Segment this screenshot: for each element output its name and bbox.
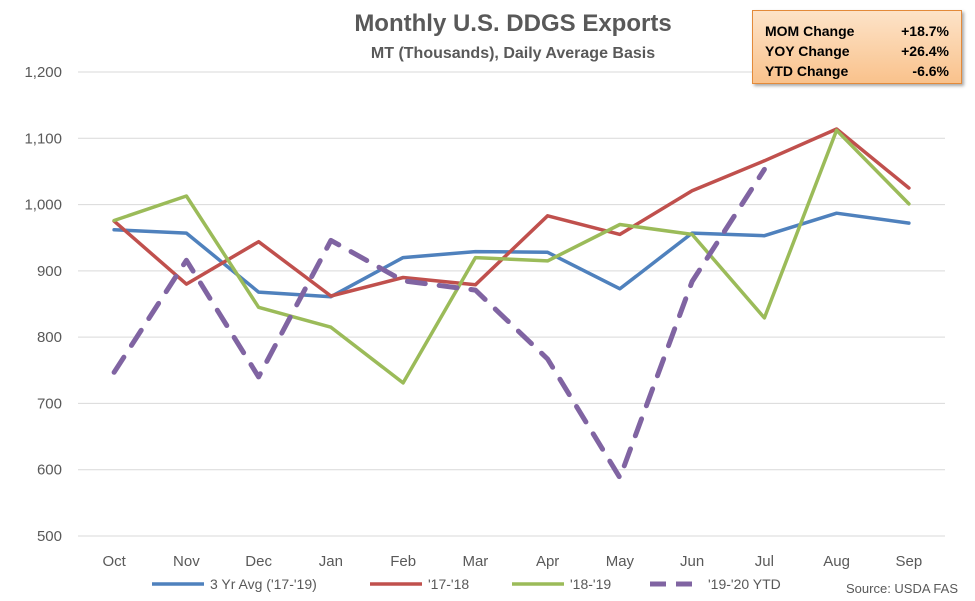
x-tick-label: Mar bbox=[462, 553, 488, 570]
y-tick-label: 1,200 bbox=[24, 64, 62, 81]
stats-label: YOY Change bbox=[765, 43, 850, 59]
x-tick-label: Apr bbox=[536, 553, 559, 570]
stats-label: MOM Change bbox=[765, 23, 855, 39]
source-note: Source: USDA FAS bbox=[846, 581, 958, 596]
series-lines bbox=[111, 127, 911, 481]
y-axis-ticks: 500 600 700 800 900 1,000 1,100 1,200 bbox=[24, 64, 62, 545]
x-tick-label: Nov bbox=[173, 553, 200, 570]
x-tick-label: Feb bbox=[390, 553, 416, 570]
y-tick-label: 700 bbox=[37, 395, 62, 412]
gridlines bbox=[78, 71, 945, 537]
legend-label: '19-'20 YTD bbox=[708, 576, 781, 592]
legend-label: '17-'18 bbox=[428, 576, 469, 592]
x-axis-ticks: Oct Nov Dec Jan Feb Mar Apr May Jun Jul Aug Sep bbox=[102, 553, 922, 570]
legend-label: 3 Yr Avg ('17-'19) bbox=[210, 576, 317, 592]
chart-subtitle: MT (Thousands), Daily Average Basis bbox=[371, 45, 655, 62]
y-tick-label: 1,000 bbox=[24, 197, 62, 214]
legend: 3 Yr Avg ('17-'19) '17-'18 '18-'19 '19-'20 … bbox=[152, 576, 781, 592]
stats-row-ytd: YTD Change -6.6% bbox=[765, 61, 949, 81]
stats-box: MOM Change +18.7% YOY Change +26.4% YTD … bbox=[752, 10, 962, 84]
x-tick-label: Dec bbox=[245, 553, 272, 570]
series-line-1 bbox=[112, 127, 911, 298]
stats-value: +18.7% bbox=[901, 23, 949, 39]
x-tick-label: Aug bbox=[823, 553, 850, 570]
series-line-3 bbox=[111, 166, 767, 481]
y-tick-label: 600 bbox=[37, 462, 62, 479]
y-tick-label: 800 bbox=[37, 329, 62, 346]
stats-value: +26.4% bbox=[901, 43, 949, 59]
stats-row-yoy: YOY Change +26.4% bbox=[765, 41, 949, 61]
stats-row-mom: MOM Change +18.7% bbox=[765, 21, 949, 41]
y-tick-label: 500 bbox=[37, 528, 62, 545]
y-tick-label: 1,100 bbox=[24, 130, 62, 147]
x-tick-label: Jun bbox=[680, 553, 704, 570]
x-tick-label: Sep bbox=[896, 553, 923, 570]
stats-label: YTD Change bbox=[765, 63, 849, 79]
legend-label: '18-'19 bbox=[570, 576, 611, 592]
x-tick-label: Oct bbox=[102, 553, 126, 570]
y-tick-label: 900 bbox=[37, 263, 62, 280]
x-tick-label: Jan bbox=[319, 553, 343, 570]
x-tick-label: Jul bbox=[755, 553, 774, 570]
chart-title: Monthly U.S. DDGS Exports bbox=[354, 10, 671, 37]
x-tick-label: May bbox=[606, 553, 635, 570]
series-line-2 bbox=[112, 128, 911, 385]
stats-value: -6.6% bbox=[912, 63, 949, 79]
